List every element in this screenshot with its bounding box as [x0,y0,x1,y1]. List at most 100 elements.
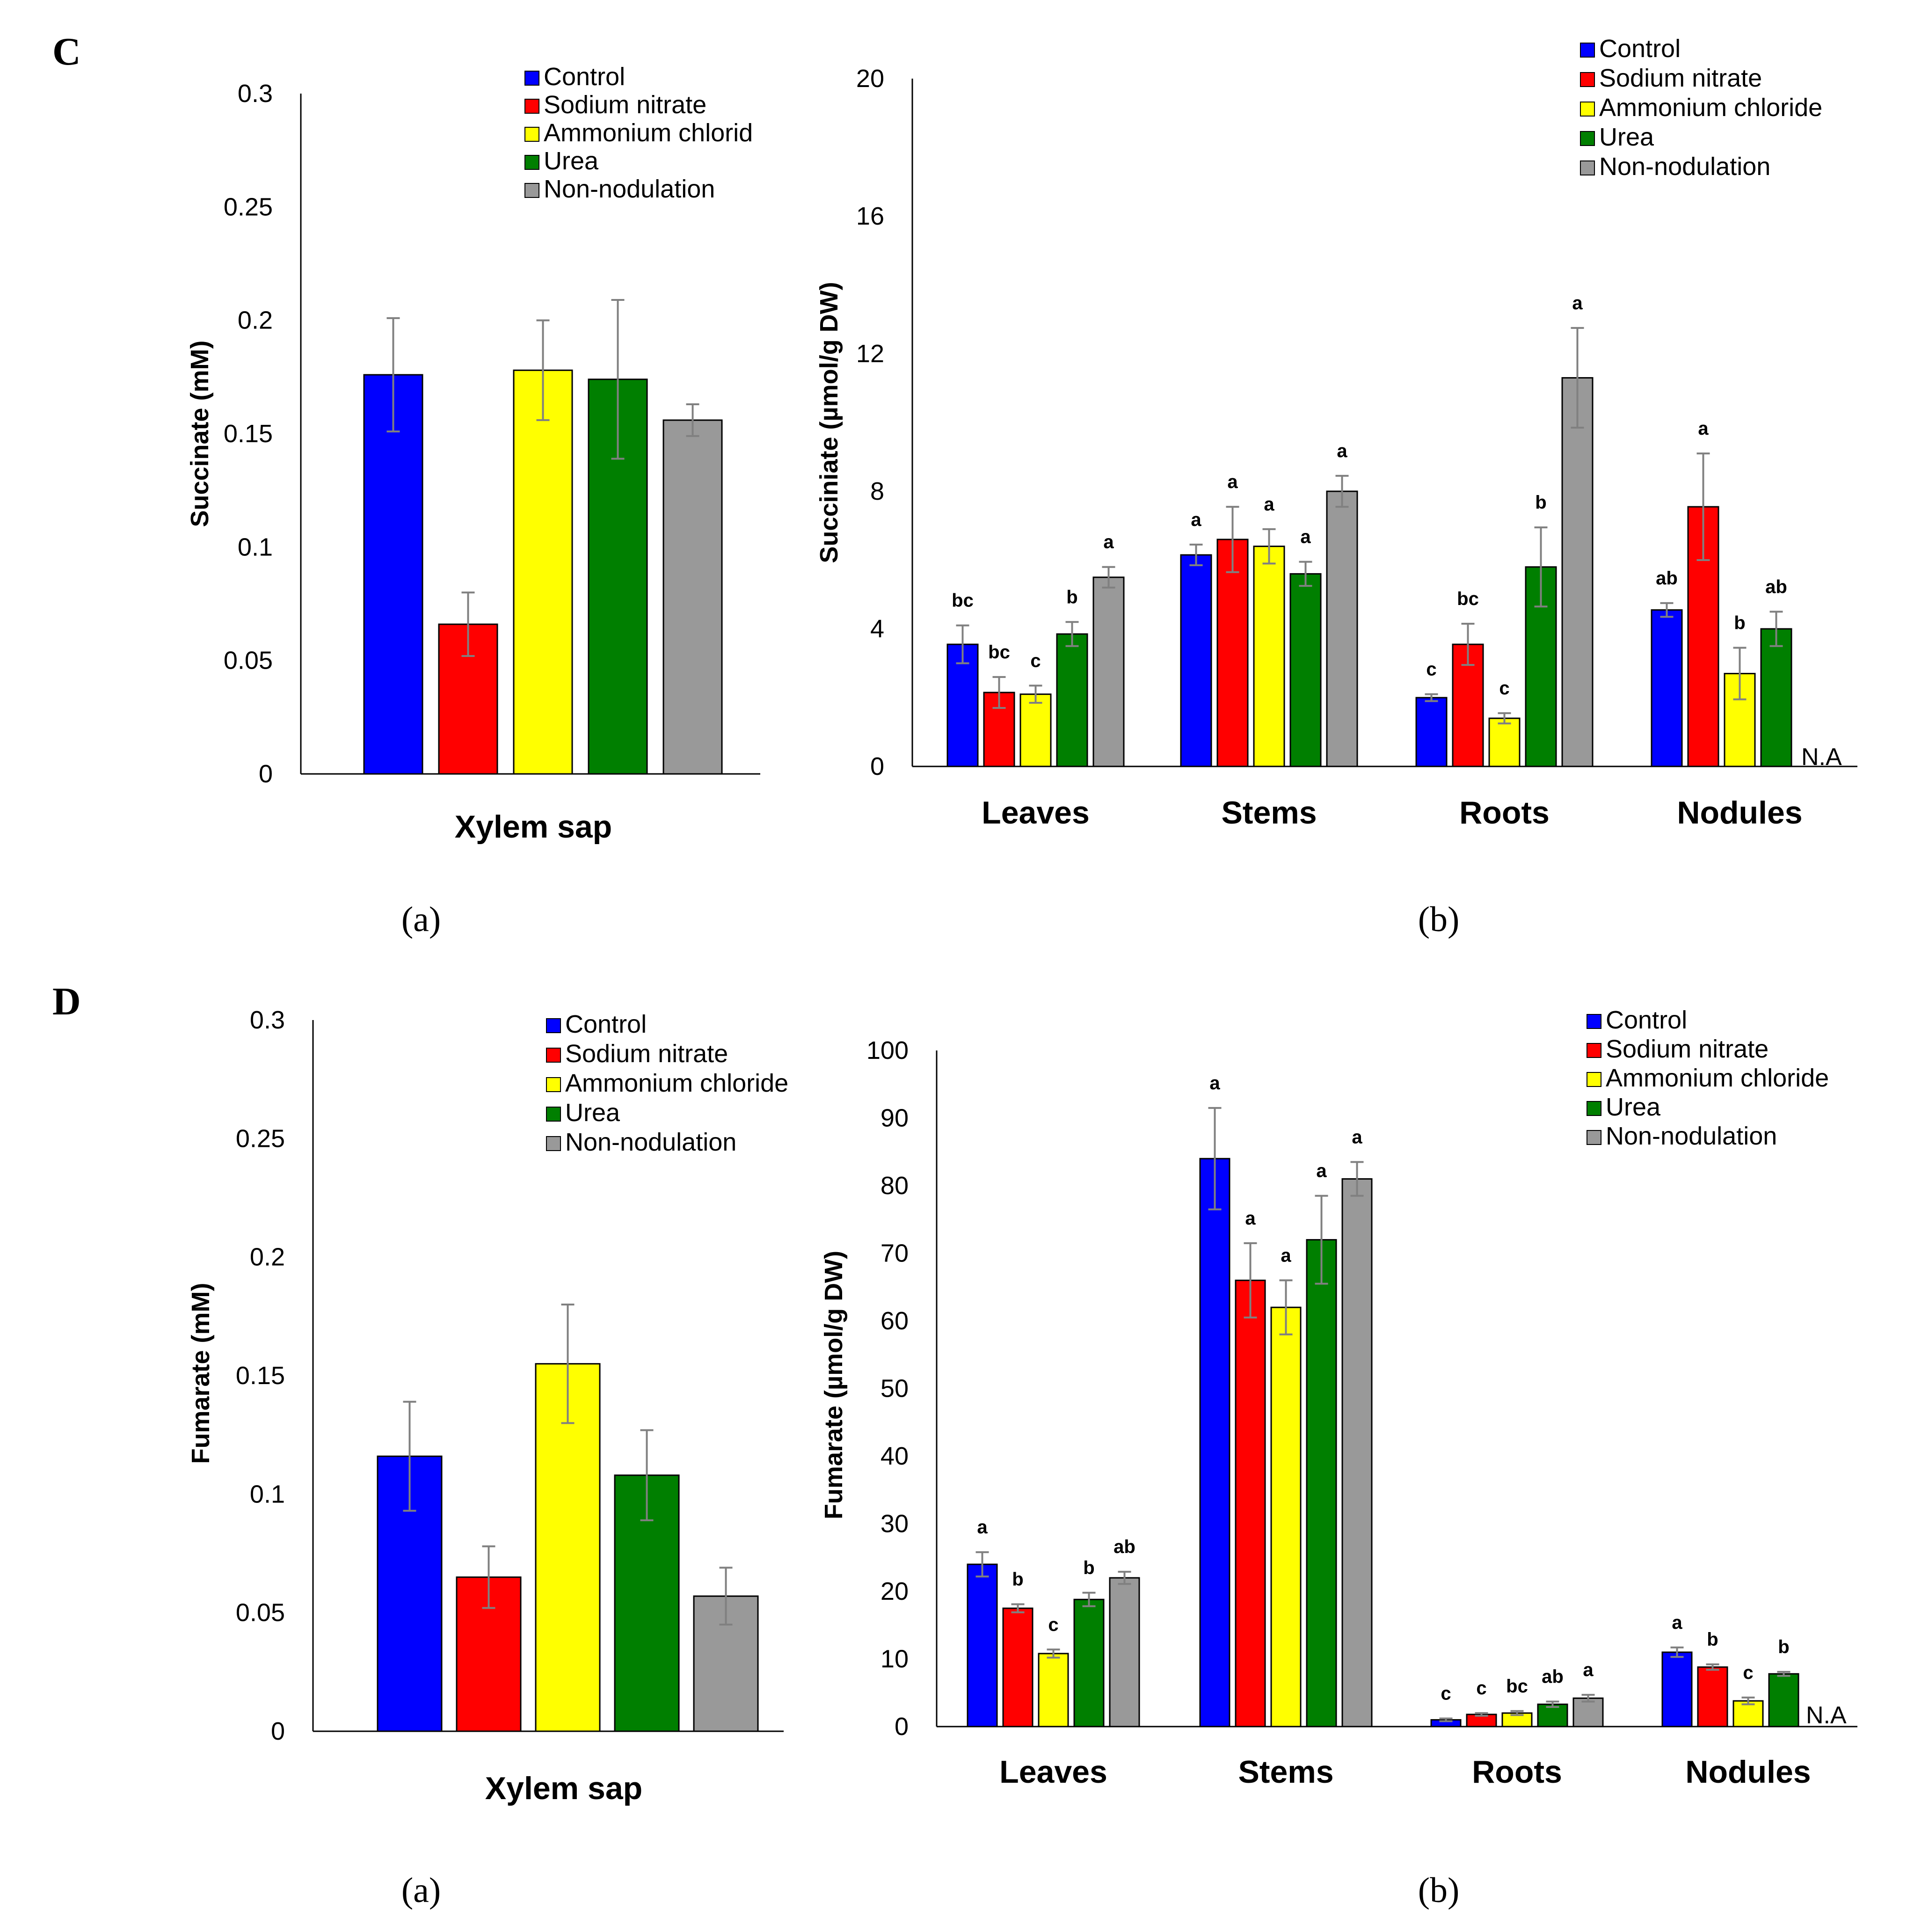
legend-label: Non-nodulation [544,175,715,203]
significance-letter: a [1227,472,1238,492]
legend-swatch [1580,43,1595,58]
significance-letter: c [1743,1662,1753,1683]
bar [1341,1178,1373,1728]
legend-label: Control [1606,1006,1687,1034]
chart-fumarate-tissues: 0 10 20 30 40 50 60 70 80 90 100 Fumarate (µmol/g D… [820,1006,1857,1790]
legend-swatch [1580,131,1595,146]
bar [1452,643,1484,767]
y-tick-label: 0 [895,1713,909,1741]
y-tick-label: 0.25 [236,1124,285,1152]
y-axis-label: Fumarate (mM) [187,1283,215,1464]
legend-label: Sodium nitrate [544,91,706,119]
category-label: Nodules [1685,1754,1811,1790]
section-letter-d: D [52,980,81,1023]
legend-swatch [524,155,539,170]
category-label: Roots [1472,1754,1562,1790]
bar [1270,1306,1302,1728]
y-tick-label: 0.15 [224,420,273,448]
legend-swatch [1587,1101,1601,1116]
significance-letter: a [1583,1660,1594,1680]
na-label: N.A [1801,744,1842,771]
legend-swatch [524,127,539,142]
y-tick-label: 8 [870,477,884,505]
y-tick-label: 0 [259,760,273,788]
legend-swatch [546,1107,561,1122]
legend-label: Ammonium chloride [1606,1064,1829,1092]
legend-label: Sodium nitrate [1606,1035,1769,1063]
bar [1488,717,1521,767]
bar [1466,1713,1497,1728]
legend-swatch [546,1018,561,1033]
significance-letter: b [1734,612,1745,633]
significance-letter: b [1535,492,1546,513]
y-tick-label: 20 [856,65,884,93]
legend-label: Non-nodulation [1599,153,1770,181]
significance-letter: a [1191,510,1201,530]
bar [363,374,423,775]
legend-label: Control [565,1010,647,1038]
y-tick-label: 70 [881,1239,909,1268]
y-tick-label: 100 [866,1036,909,1064]
category-label: Stems [1221,795,1317,831]
legend-swatch [1587,1072,1601,1087]
caption-c-a: (a) [401,900,441,939]
bar [1651,609,1683,767]
legend-label: Sodium nitrate [1599,64,1762,92]
bar [1002,1607,1034,1728]
bar [1235,1279,1266,1728]
y-tick-label: 50 [881,1375,909,1403]
bar [946,643,979,767]
bar [1253,546,1285,767]
legend-swatch [546,1077,561,1092]
bar [1697,1666,1728,1728]
significance-letter: b [1778,1637,1789,1657]
legend-label: Control [544,63,625,91]
legend-swatch [546,1136,561,1151]
legend-swatch [524,71,539,86]
y-tick-label: 0.05 [224,647,273,675]
legend-swatch [524,99,539,114]
bar [1289,573,1322,767]
bar [1199,1158,1230,1728]
bar [1768,1673,1799,1728]
significance-letter: a [1300,527,1311,547]
legend-swatch [1587,1130,1601,1145]
bar [1180,554,1212,767]
y-tick-label: 30 [881,1510,909,1538]
significance-letter: c [1048,1614,1058,1635]
legend-label: Ammonium chloride [565,1069,788,1097]
legend-swatch [1580,102,1595,117]
y-tick-label: 0.2 [250,1243,285,1271]
bar [1661,1651,1693,1728]
legend-label: Ammonium chlorid [544,119,753,147]
bar [1326,490,1358,767]
y-tick-label: 4 [870,615,884,643]
significance-letter: b [1012,1569,1023,1589]
x-axis-label: Xylem sap [485,1771,642,1806]
legend-swatch [524,183,539,198]
category-label: Leaves [982,795,1090,831]
category-label: Leaves [999,1754,1107,1790]
legend-label: Urea [544,147,599,175]
significance-letter: a [1698,418,1709,439]
y-tick-label: 0.15 [236,1362,285,1390]
y-axis-label: Succinate (mM) [186,340,214,527]
bar [967,1563,998,1728]
significance-letter: a [1316,1161,1327,1181]
y-tick-label: 0.1 [238,533,273,561]
legend-swatch [1587,1014,1601,1029]
legend-label: Control [1599,35,1681,63]
y-tick-label: 90 [881,1104,909,1132]
significance-letter: a [1209,1073,1220,1094]
y-tick-label: 12 [856,340,884,368]
chart-succinate-xylem: 0 0.05 0.1 0.15 0.2 0.25 0.3 Succinate (mM) Cont… [186,63,760,845]
significance-letter: c [1030,650,1041,671]
bar [1306,1239,1337,1728]
y-tick-label: 16 [856,202,884,230]
caption-d-a: (a) [401,1871,441,1910]
y-tick-label: 80 [881,1172,909,1200]
legend-swatch [1580,160,1595,175]
significance-letter: bc [1506,1676,1528,1697]
bar [1415,697,1448,767]
